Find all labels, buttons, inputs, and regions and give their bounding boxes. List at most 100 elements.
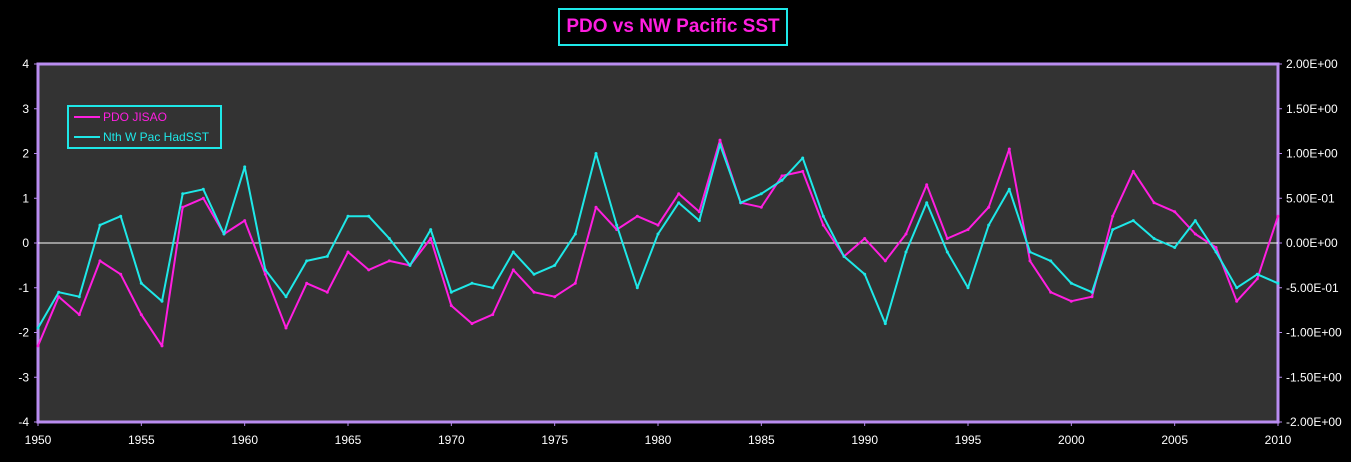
y-left-tick-label: 1 — [22, 191, 29, 205]
point-pdo — [883, 259, 887, 263]
y-left-tick-label: -1 — [18, 281, 29, 295]
point-sst — [57, 290, 61, 294]
point-sst — [325, 254, 329, 258]
point-sst — [139, 281, 143, 285]
point-sst — [718, 143, 722, 147]
legend-label-sst: Nth W Pac HadSST — [103, 130, 210, 144]
point-sst — [739, 201, 743, 205]
point-sst — [449, 290, 453, 294]
point-sst — [987, 223, 991, 227]
legend-label-pdo: PDO JISAO — [103, 110, 167, 124]
point-pdo — [1255, 277, 1259, 281]
legend-box — [67, 105, 222, 149]
point-sst — [553, 263, 557, 267]
point-sst — [656, 232, 660, 236]
point-sst — [532, 272, 536, 276]
point-pdo — [966, 228, 970, 232]
y-left-tick-label: 2 — [22, 147, 29, 161]
x-tick-label: 1975 — [541, 433, 568, 447]
y-right-tick-label: -2.00E+00 — [1286, 415, 1342, 429]
point-sst — [119, 214, 123, 218]
x-tick-label: 1995 — [955, 433, 982, 447]
x-tick-label: 1970 — [438, 433, 465, 447]
point-sst — [677, 201, 681, 205]
point-pdo — [429, 237, 433, 240]
point-pdo — [36, 344, 40, 348]
point-sst — [201, 187, 205, 191]
point-sst — [98, 223, 102, 227]
point-sst — [945, 250, 949, 254]
point-pdo — [1111, 214, 1115, 218]
point-sst — [1028, 250, 1032, 254]
point-sst — [1276, 281, 1280, 285]
x-tick-label: 1980 — [645, 433, 672, 447]
point-sst — [1007, 187, 1011, 191]
point-pdo — [119, 272, 123, 276]
point-pdo — [160, 344, 164, 348]
point-pdo — [801, 169, 805, 173]
y-left-tick-label: 3 — [22, 102, 29, 116]
point-sst — [305, 259, 309, 263]
y-left-tick-label: -2 — [18, 326, 29, 340]
point-sst — [863, 272, 867, 276]
point-sst — [925, 201, 929, 205]
point-pdo — [1131, 169, 1135, 173]
y-left-tick-label: 4 — [22, 57, 29, 71]
point-sst — [966, 286, 970, 290]
point-sst — [36, 326, 40, 330]
point-sst — [470, 281, 474, 285]
point-sst — [77, 295, 81, 299]
point-sst — [491, 286, 495, 290]
point-pdo — [1007, 147, 1011, 151]
y-right-tick-label: -5.00E-01 — [1286, 281, 1339, 295]
point-pdo — [449, 304, 453, 308]
point-sst — [346, 214, 350, 218]
point-sst — [243, 165, 247, 169]
point-sst — [594, 152, 598, 155]
point-pdo — [904, 232, 908, 236]
x-tick-label: 1960 — [231, 433, 258, 447]
point-pdo — [139, 313, 143, 317]
x-axis: 1950 1955 1960 1965 1970 1975 1980 1985 1990 1995… — [25, 422, 1292, 447]
point-pdo — [243, 219, 247, 223]
point-sst — [1173, 246, 1177, 249]
series-layer — [36, 138, 1280, 348]
y-right-tick-label: -1.50E+00 — [1286, 370, 1342, 384]
point-pdo — [346, 250, 350, 254]
point-pdo — [863, 237, 867, 240]
point-sst — [408, 263, 412, 267]
point-sst — [367, 214, 371, 218]
point-sst — [780, 178, 784, 182]
point-sst — [573, 232, 577, 236]
point-sst — [284, 295, 288, 299]
point-pdo — [57, 295, 61, 299]
chart-title: PDO vs NW Pacific SST — [558, 8, 788, 46]
point-sst — [842, 254, 846, 258]
point-sst — [801, 156, 805, 160]
y-right-tick-label: 0.00E+00 — [1286, 236, 1338, 250]
point-sst — [1193, 219, 1197, 223]
y-right-tick-label: 1.00E+00 — [1286, 147, 1338, 161]
point-pdo — [1193, 232, 1197, 236]
point-pdo — [77, 313, 81, 317]
point-pdo — [656, 223, 660, 227]
point-sst — [1111, 228, 1115, 232]
point-sst — [222, 232, 226, 236]
point-sst — [181, 192, 185, 196]
point-pdo — [677, 192, 681, 196]
y-left-axis: 4 3 2 1 0 -1 -2 -3 -4 — [18, 57, 38, 429]
point-pdo — [491, 313, 495, 317]
y-right-tick-label: 2.00E+00 — [1286, 57, 1338, 71]
point-pdo — [263, 272, 267, 276]
point-sst — [1152, 237, 1156, 240]
point-pdo — [1173, 210, 1177, 214]
point-pdo — [821, 223, 825, 227]
point-pdo — [1152, 201, 1156, 205]
point-pdo — [1235, 299, 1239, 303]
point-pdo — [718, 138, 722, 142]
x-tick-label: 2000 — [1058, 433, 1085, 447]
point-pdo — [553, 295, 557, 299]
point-pdo — [1214, 246, 1218, 249]
x-tick-label: 1985 — [748, 433, 775, 447]
